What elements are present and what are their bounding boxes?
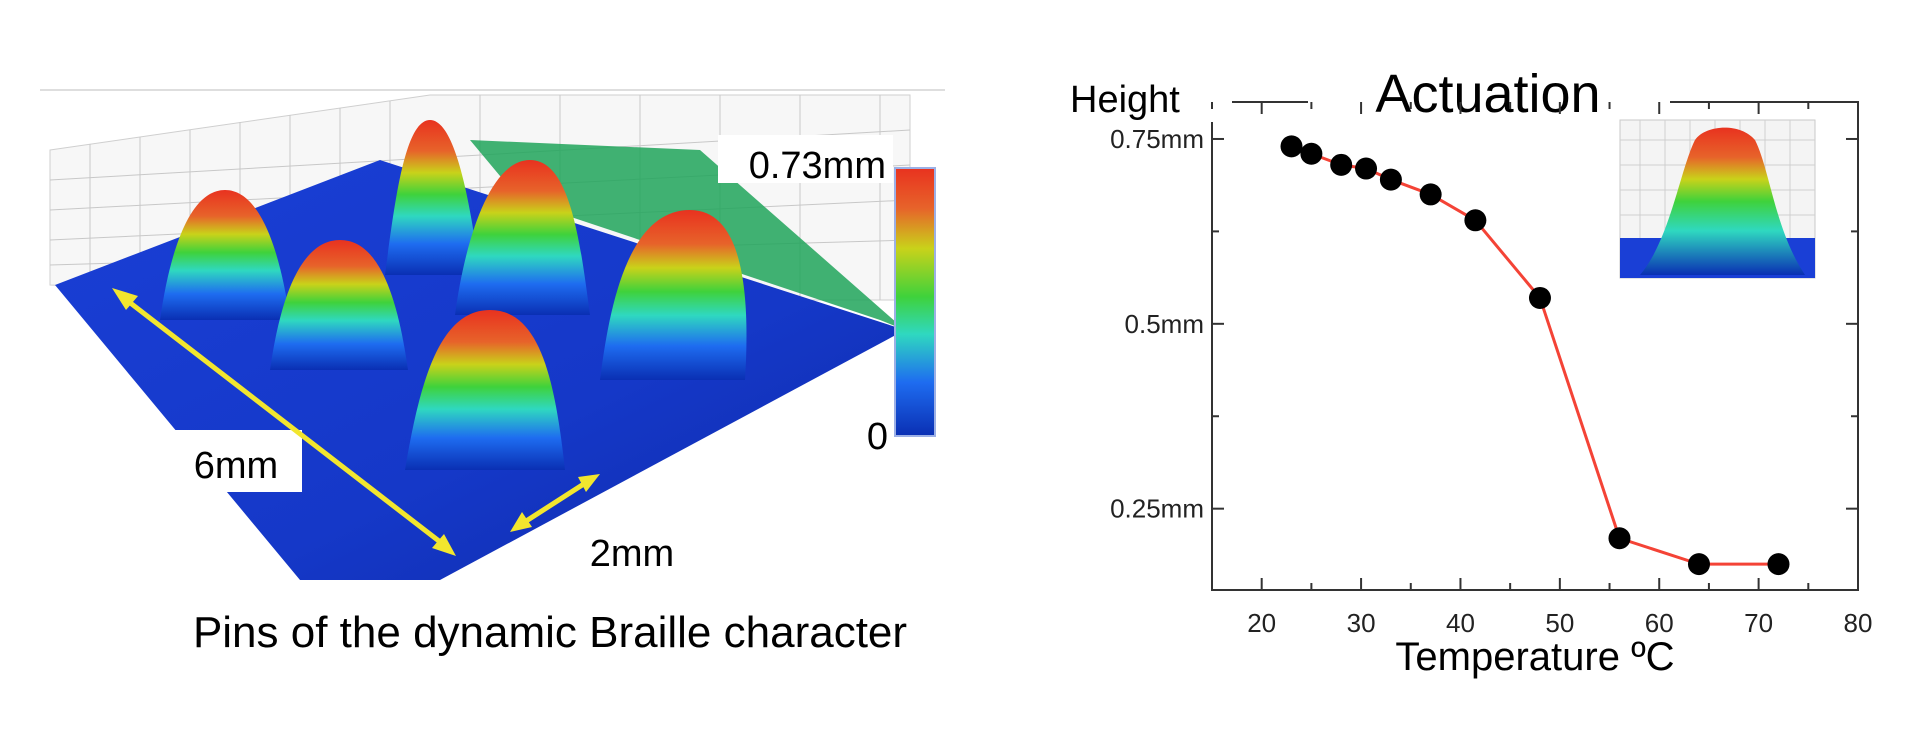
- data-point: [1687, 553, 1710, 576]
- length-arrow: [117, 292, 451, 551]
- x-tick-label: 50: [1545, 608, 1574, 638]
- colorbar: 0.73mm 0: [718, 135, 936, 458]
- x-tick-label: 70: [1744, 608, 1773, 638]
- colorbar-min-label: 0: [867, 416, 888, 458]
- x-tick-label: 40: [1446, 608, 1475, 638]
- axes: 20 30 40 50 60 70 80 0.25mm 0.5mm 0.75mm: [1110, 102, 1872, 638]
- inset-pin-plot: [1619, 119, 1816, 279]
- y-tick-label: 0.75mm: [1110, 124, 1204, 154]
- braille-pin: [385, 120, 480, 275]
- data-point: [1379, 168, 1402, 191]
- data-point: [1608, 527, 1631, 550]
- x-axis-label: Temperature ºC: [1395, 635, 1674, 679]
- x-tick-label: 20: [1247, 608, 1276, 638]
- braille-surface-plot: 0.73mm 0 6mm 2mm Pins of the dynamic Bra…: [40, 89, 945, 657]
- braille-pin: [270, 240, 408, 370]
- data-point: [1767, 553, 1790, 576]
- x-tick-label: 80: [1844, 608, 1873, 638]
- colorbar-max-label: 0.73mm: [749, 145, 886, 187]
- width-dimension-label: 2mm: [590, 533, 674, 575]
- data-series: [1280, 135, 1790, 576]
- data-point: [1280, 135, 1303, 158]
- width-arrow: [517, 477, 593, 528]
- length-dimension-label: 6mm: [194, 445, 278, 487]
- actuation-line-chart: Actuation Height: [1070, 60, 1872, 679]
- data-point: [1419, 183, 1442, 206]
- data-point: [1528, 286, 1551, 309]
- braille-pins-figure: 0.73mm 0 6mm 2mm Pins of the dynamic Bra…: [40, 89, 945, 657]
- braille-pins: [160, 120, 747, 470]
- braille-pin: [600, 210, 747, 380]
- x-tick-label: 60: [1645, 608, 1674, 638]
- data-point: [1464, 209, 1487, 232]
- data-point: [1355, 157, 1378, 180]
- y-axis-label: Height: [1070, 79, 1180, 121]
- chart-title: Actuation: [1375, 64, 1600, 124]
- actuation-chart: Actuation Height: [1040, 0, 1920, 727]
- x-tick-label: 30: [1347, 608, 1376, 638]
- braille-pin: [160, 190, 290, 320]
- y-tick-label: 0.25mm: [1110, 494, 1204, 524]
- braille-pin: [455, 160, 590, 315]
- data-point: [1300, 142, 1323, 165]
- data-point: [1330, 153, 1353, 176]
- braille-pin: [405, 310, 565, 470]
- dimension-arrows: [112, 288, 600, 556]
- figure-caption: Pins of the dynamic Braille character: [193, 608, 907, 657]
- y-tick-label: 0.5mm: [1125, 309, 1204, 339]
